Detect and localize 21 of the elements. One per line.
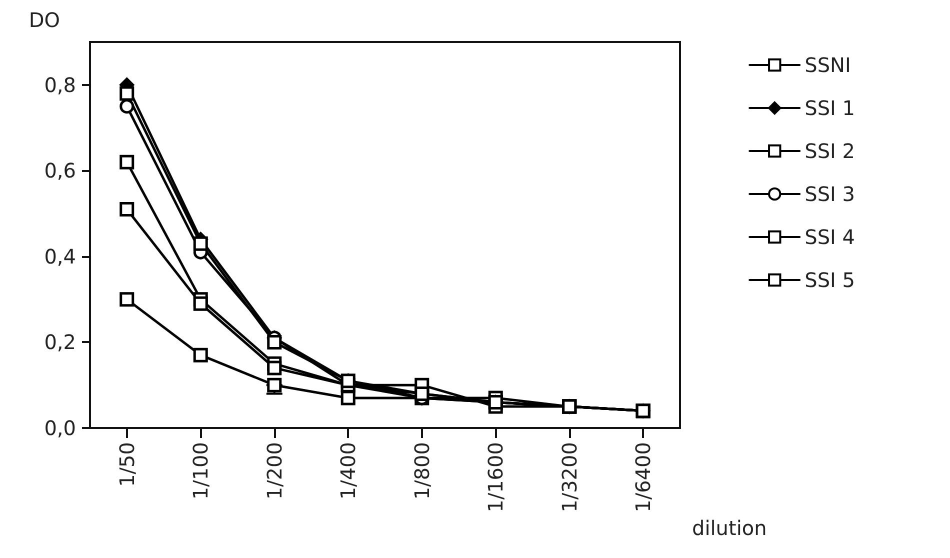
x-tick-label: 1/1600 [484, 442, 508, 512]
x-tick-label: 1/3200 [557, 442, 582, 512]
y-tick-label: 0,0 [44, 416, 76, 440]
y-axis-title: DO [28, 8, 60, 32]
x-tick-label: 1/100 [188, 442, 213, 500]
x-tick-label: 1/50 [114, 442, 139, 487]
legend-label: SSI 5 [804, 268, 856, 292]
y-tick-label: 0,2 [44, 330, 76, 354]
y-tick-label: 0,8 [44, 72, 76, 97]
legend-label: SSI 3 [804, 182, 856, 206]
y-tick-label: 0,6 [44, 158, 76, 183]
x-tick-label: 1/400 [336, 442, 360, 500]
legend-label: SSI 1 [804, 96, 856, 120]
legend-label: SSI 2 [804, 139, 856, 163]
x-tick-label: 1/800 [410, 442, 434, 500]
legend-label: SSNI [804, 53, 851, 77]
x-tick-label: 1/6400 [631, 442, 656, 512]
legend-label: SSI 4 [804, 225, 856, 249]
x-tick-label: 1/200 [262, 442, 286, 500]
y-tick-label: 0,4 [44, 244, 76, 268]
x-axis-title: dilution [692, 516, 767, 540]
